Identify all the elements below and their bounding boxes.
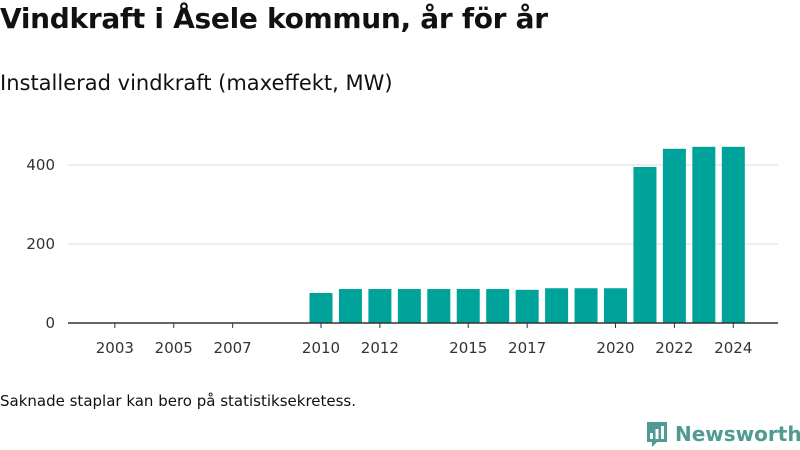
bar-2018 [545, 288, 569, 323]
bar-2013 [397, 289, 421, 323]
y-tick-label: 200 [26, 235, 55, 253]
chart-subtitle: Installerad vindkraft (maxeffekt, MW) [0, 71, 393, 95]
bar-2017 [515, 289, 539, 323]
bar-2010 [309, 292, 333, 323]
x-tick-label: 2015 [449, 339, 487, 357]
bar-2019 [574, 288, 598, 323]
bar-2014 [427, 289, 451, 323]
y-tick-label: 0 [45, 314, 55, 332]
x-tick-label: 2024 [714, 339, 752, 357]
bar-2020 [604, 288, 627, 323]
brand-logo[interactable]: Newsworthy [645, 419, 800, 449]
chart-title: Vindkraft i Åsele kommun, år för år [0, 2, 548, 35]
bar-2015 [456, 289, 480, 323]
footnote: Saknade staplar kan bero på statistiksek… [0, 392, 357, 410]
bar-2021 [633, 166, 657, 323]
bar-2023 [692, 146, 716, 323]
x-tick-label: 2012 [361, 339, 399, 357]
bar-2012 [368, 289, 392, 323]
bar-2022 [662, 148, 686, 323]
bar-2011 [338, 289, 362, 323]
x-tick-label: 2010 [302, 339, 340, 357]
bar-2016 [486, 289, 510, 323]
bar-2024 [721, 146, 745, 323]
y-tick-label: 400 [26, 156, 55, 174]
x-tick-label: 2017 [508, 339, 546, 357]
x-tick-label: 2022 [655, 339, 693, 357]
x-tick-label: 2003 [96, 339, 134, 357]
x-tick-label: 2020 [596, 339, 634, 357]
x-tick-label: 2007 [214, 339, 252, 357]
bar-chart: 0 200 400 2003 2005 2007 2010 2012 2015 2017 2020 2… [26, 146, 778, 357]
x-tick-label: 2005 [155, 339, 193, 357]
brand-name: Newsworthy [675, 422, 800, 446]
newsworthy-logo-icon [647, 421, 667, 447]
